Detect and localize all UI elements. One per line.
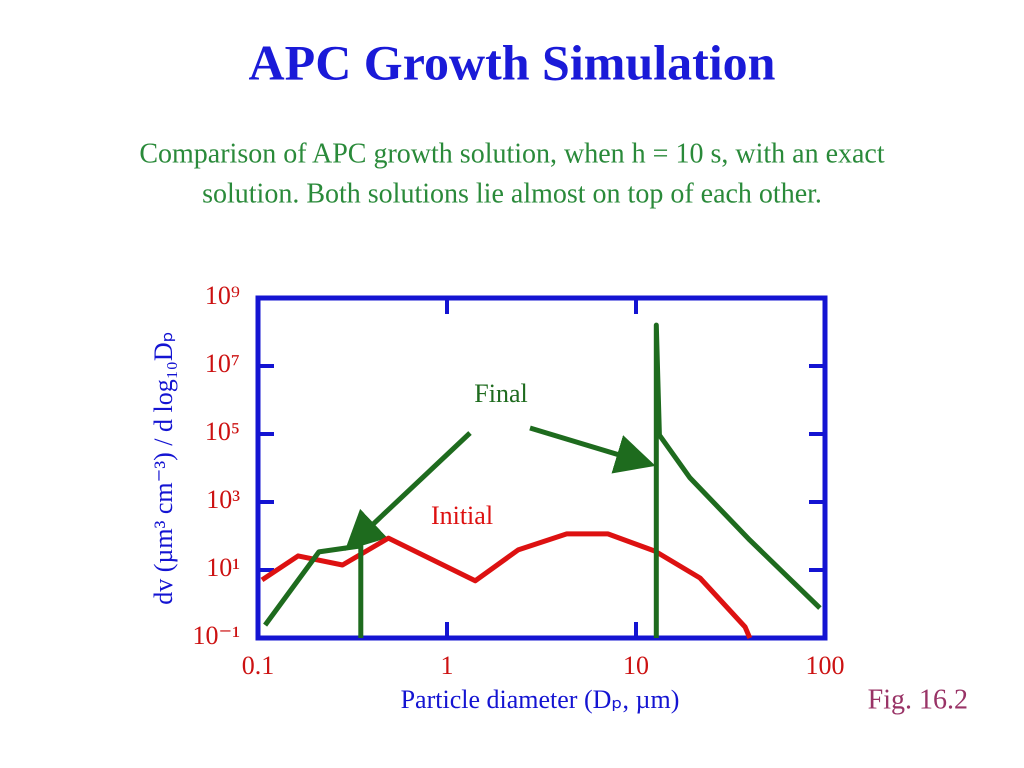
x-tick-label: 1 (441, 651, 454, 680)
legend-label: Final (474, 379, 527, 408)
y-tick-label: 10⁻¹ (192, 621, 240, 650)
y-tick-label: 10⁹ (205, 281, 240, 310)
y-tick-label: 10⁷ (205, 349, 240, 378)
subtitle: Comparison of APC growth solution, when … (139, 138, 885, 169)
figure-label: Fig. 16.2 (868, 684, 968, 715)
x-tick-label: 100 (806, 651, 845, 680)
title: APC Growth Simulation (249, 34, 776, 90)
legend-label: Initial (431, 501, 493, 530)
x-axis-label: Particle diameter (Dₚ, µm) (401, 685, 680, 714)
y-tick-label: 10¹ (206, 553, 240, 582)
x-tick-label: 0.1 (242, 651, 275, 680)
plot-frame (255, 295, 828, 641)
arrow (344, 431, 472, 551)
arrow (529, 425, 656, 474)
series-line (263, 322, 822, 638)
subtitle: solution. Both solutions lie almost on t… (202, 178, 822, 209)
series-line (260, 531, 753, 639)
y-tick-label: 10³ (206, 485, 240, 514)
x-tick-label: 10 (623, 651, 649, 680)
y-axis-label: dv (µm³ cm⁻³) / d log₁₀Dₚ (149, 331, 178, 605)
plot: 0.1 1 10 100 10⁻¹ 10¹ 10³ 10⁵ 10⁷ 10⁹ Initial Final (192, 281, 844, 680)
y-tick-label: 10⁵ (205, 417, 240, 446)
